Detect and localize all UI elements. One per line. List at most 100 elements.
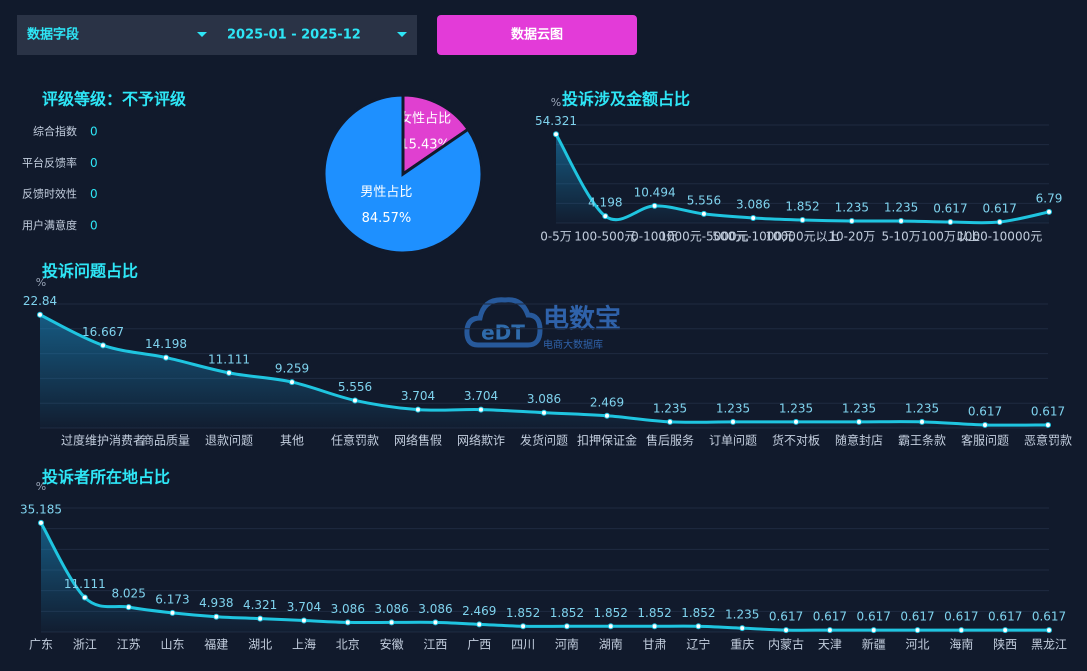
x-tick-label: 霸王条款 (898, 434, 946, 448)
x-tick-label: 上海 (292, 637, 316, 652)
data-point (783, 627, 790, 634)
watermark: eDT 电数宝 电商大数据库 (464, 297, 621, 351)
x-tick-label: 海南 (949, 637, 973, 652)
value-label: 5.556 (687, 193, 721, 207)
data-point (38, 519, 44, 526)
metric-label: 用户满意度 (22, 218, 77, 232)
value-label: 0.617 (900, 610, 934, 624)
watermark-logo: eDT (481, 321, 525, 345)
data-point (226, 369, 232, 376)
value-label: 22.84 (23, 294, 57, 308)
metric-value: 0 (90, 156, 98, 170)
chart-title: 投诉涉及金额占比 (562, 90, 690, 109)
data-point (37, 311, 43, 318)
value-label: 2.469 (462, 604, 496, 618)
button-label[interactable]: 数据云图 (511, 27, 563, 43)
data-point (81, 594, 88, 601)
value-label: 0.617 (1032, 610, 1066, 624)
line-area (41, 522, 1049, 632)
x-tick-label: 5-10万 (881, 230, 920, 244)
x-tick-label: 500元-1000元 (712, 230, 794, 244)
data-point (352, 397, 358, 404)
x-tick-label: 100万以上 (921, 230, 980, 244)
value-label: 1.235 (716, 401, 750, 415)
value-label: 1.852 (594, 606, 628, 620)
value-label: 3.086 (374, 602, 408, 616)
value-label: 8.025 (111, 587, 145, 601)
line-area (40, 314, 1048, 428)
x-tick-label: 售后服务 (646, 433, 694, 448)
x-tick-label: 扣押保证金 (577, 433, 637, 448)
x-tick-label: 随意封店 (835, 433, 883, 448)
x-tick-label: 发货问题 (520, 433, 568, 448)
value-label: 3.086 (331, 602, 365, 616)
x-tick-label: 1000-10000元 (957, 230, 1042, 244)
data-point (344, 619, 351, 626)
filter-bar (17, 15, 417, 55)
x-tick-label: 新疆 (862, 637, 886, 652)
x-tick-label: 内蒙古 (768, 637, 804, 652)
y-unit: % (36, 276, 46, 289)
x-tick-label: 客服问题 (961, 433, 1009, 448)
value-label: 35.185 (20, 502, 62, 516)
x-tick-label: 广西 (467, 638, 491, 652)
x-tick-label: 河北 (906, 638, 930, 652)
x-tick-label: 福建 (204, 637, 228, 652)
data-point (125, 604, 132, 611)
x-tick-label: 恶意罚款 (1024, 433, 1072, 448)
data-point (1045, 421, 1051, 428)
value-label: 4.198 (588, 196, 622, 210)
y-unit: % (551, 96, 561, 109)
value-label: 0.617 (1031, 404, 1065, 418)
x-tick-label: 其他 (280, 434, 304, 448)
field-select[interactable]: 数据字段 (27, 27, 79, 43)
metric-value: 0 (90, 125, 98, 139)
metric-value: 0 (90, 218, 98, 232)
value-label: 1.235 (835, 200, 869, 214)
data-point (739, 625, 746, 632)
chart-title: 投诉问题占比 (42, 262, 138, 281)
value-label: 0.617 (944, 610, 978, 624)
watermark-cloud (464, 297, 543, 348)
data-point (914, 627, 921, 634)
x-tick-label: 湖南 (599, 637, 623, 652)
dropdown-arrow[interactable] (197, 32, 207, 37)
pie-slice (322, 93, 484, 255)
value-label: 4.321 (243, 598, 277, 612)
x-tick-label: 河南 (555, 637, 579, 652)
slice-name: 男性占比 (360, 185, 412, 200)
y-unit: % (36, 480, 46, 493)
x-tick-label: 10-20万 (828, 230, 875, 244)
metric-label: 反馈时效性 (22, 187, 77, 201)
data-point (388, 619, 395, 626)
value-label: 14.198 (145, 337, 187, 351)
value-label: 3.086 (418, 602, 452, 616)
data-point (1002, 627, 1009, 634)
value-label: 1.235 (779, 401, 813, 415)
x-tick-label: 任意罚款 (331, 433, 379, 448)
cloud-button[interactable] (437, 15, 637, 55)
value-label: 3.086 (736, 197, 770, 211)
data-point (996, 218, 1003, 225)
data-point (695, 623, 702, 630)
data-point (826, 627, 833, 634)
x-tick-label: 0-5万 (540, 230, 572, 244)
date-range[interactable]: 2025-01 - 2025-12 (227, 28, 361, 43)
x-tick-label: 100-500元 (574, 230, 636, 244)
data-point (478, 406, 484, 413)
x-tick-label: 广东 (29, 638, 53, 652)
x-tick-label: 辽宁 (686, 637, 710, 652)
value-label: 9.259 (275, 362, 309, 376)
dropdown-arrow[interactable] (397, 32, 407, 37)
x-tick-label: 1000元-5000元 (659, 230, 748, 244)
data-point (415, 406, 421, 413)
x-tick-label: 浙江 (73, 638, 97, 652)
data-point (257, 615, 264, 622)
data-point (958, 627, 965, 634)
x-tick-label: 退款问题 (205, 434, 253, 448)
value-label: 4.938 (199, 596, 233, 610)
value-label: 0.617 (988, 610, 1022, 624)
watermark-tagline: 电商大数据库 (543, 338, 603, 351)
value-label: 3.086 (527, 392, 561, 406)
data-point (163, 354, 169, 361)
